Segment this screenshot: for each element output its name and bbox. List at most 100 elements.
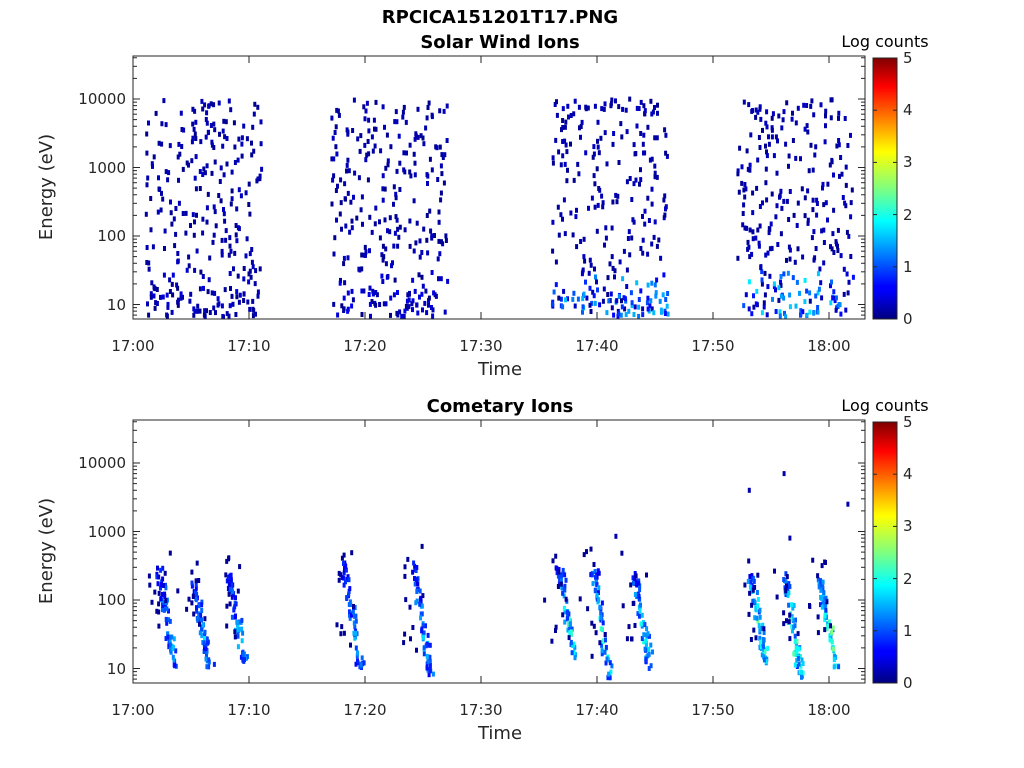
data-cell	[381, 104, 385, 110]
data-cell	[346, 290, 350, 296]
data-cell	[605, 161, 609, 167]
data-cell	[649, 98, 653, 104]
data-cell	[167, 617, 171, 623]
data-cell	[819, 602, 822, 608]
data-cell	[353, 624, 357, 630]
data-cell	[335, 107, 339, 113]
data-cell	[823, 613, 827, 619]
data-cell	[176, 251, 180, 256]
data-cell	[822, 240, 826, 245]
data-cell	[765, 124, 769, 130]
data-cell	[367, 151, 371, 157]
data-cell	[791, 110, 794, 116]
data-cell	[193, 267, 197, 273]
data-cell	[159, 207, 163, 213]
data-cell	[181, 211, 185, 216]
data-cell	[232, 266, 235, 272]
data-cell	[580, 271, 584, 277]
data-cell	[422, 634, 425, 640]
data-cell	[844, 164, 848, 170]
data-cell	[780, 205, 784, 211]
data-cell	[350, 550, 354, 556]
data-cell	[160, 607, 164, 613]
data-cell	[816, 614, 820, 620]
data-cell	[736, 168, 740, 174]
data-cell	[345, 577, 349, 582]
plot-frame	[132, 419, 866, 684]
data-cell	[806, 188, 810, 194]
data-cell	[190, 580, 194, 586]
data-cell	[594, 630, 598, 636]
data-cell	[160, 190, 163, 196]
data-cell	[641, 312, 645, 318]
data-cell	[788, 535, 792, 541]
data-cell	[645, 300, 649, 306]
data-cell	[360, 194, 364, 200]
data-cell	[822, 260, 826, 266]
data-cell	[386, 158, 390, 164]
x-tick-label: 17:50	[691, 701, 734, 719]
data-cell	[750, 251, 754, 257]
data-cell	[563, 231, 567, 237]
data-cell	[180, 144, 184, 149]
data-cell	[746, 579, 750, 584]
data-cell	[350, 218, 354, 224]
data-cell	[368, 301, 372, 307]
data-cell	[835, 143, 839, 149]
data-cell	[756, 157, 760, 163]
data-cell	[664, 297, 668, 302]
data-cell	[157, 590, 161, 596]
data-cell	[750, 573, 754, 579]
data-cell	[342, 561, 345, 566]
data-cell	[849, 254, 853, 259]
data-cell	[653, 219, 657, 225]
data-cell	[847, 233, 851, 239]
data-cell	[187, 263, 191, 269]
data-cell	[346, 131, 350, 137]
y-tick-label: 1000	[88, 159, 126, 177]
data-cell	[754, 607, 758, 613]
data-cell	[402, 314, 406, 319]
data-cell	[569, 141, 572, 147]
data-cell	[333, 130, 337, 135]
data-cell	[824, 595, 828, 601]
data-cell	[168, 289, 172, 294]
data-cell	[427, 100, 431, 106]
data-cell	[590, 620, 594, 626]
data-cell	[176, 302, 180, 308]
data-cell	[646, 251, 650, 257]
data-cell	[770, 127, 774, 133]
data-cell	[229, 107, 233, 113]
data-cell	[832, 207, 836, 213]
data-cell	[604, 225, 608, 231]
data-cell	[819, 280, 823, 286]
data-cell	[750, 583, 754, 589]
data-cell	[414, 131, 418, 137]
data-cell	[619, 121, 623, 127]
data-cell	[153, 305, 157, 311]
data-cell	[555, 570, 559, 576]
data-cell	[348, 599, 352, 605]
colorbar-title: Log counts	[841, 32, 928, 51]
data-cell	[741, 211, 745, 216]
data-cell	[192, 611, 196, 617]
data-cell	[360, 655, 364, 661]
data-cell	[435, 145, 439, 151]
data-cell	[781, 117, 785, 123]
data-cell	[562, 605, 566, 611]
data-cell	[374, 302, 378, 308]
data-cell	[776, 242, 780, 247]
data-cell	[247, 202, 251, 207]
data-cell	[340, 555, 344, 561]
data-cell	[383, 186, 387, 192]
data-cell	[656, 102, 659, 108]
data-cell	[438, 144, 442, 150]
data-cell	[643, 622, 647, 628]
data-cell	[824, 607, 828, 613]
data-cell	[585, 295, 589, 301]
data-cell	[782, 621, 786, 627]
data-cell	[759, 639, 763, 645]
data-cell	[751, 210, 755, 216]
data-cell	[829, 244, 832, 250]
data-cell	[821, 582, 825, 588]
